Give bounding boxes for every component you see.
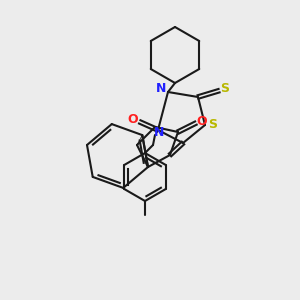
Text: S: S (220, 82, 230, 95)
Text: S: S (208, 118, 217, 131)
Text: O: O (128, 113, 138, 126)
Text: N: N (156, 82, 166, 95)
Text: O: O (196, 115, 207, 128)
Text: N: N (154, 127, 164, 140)
